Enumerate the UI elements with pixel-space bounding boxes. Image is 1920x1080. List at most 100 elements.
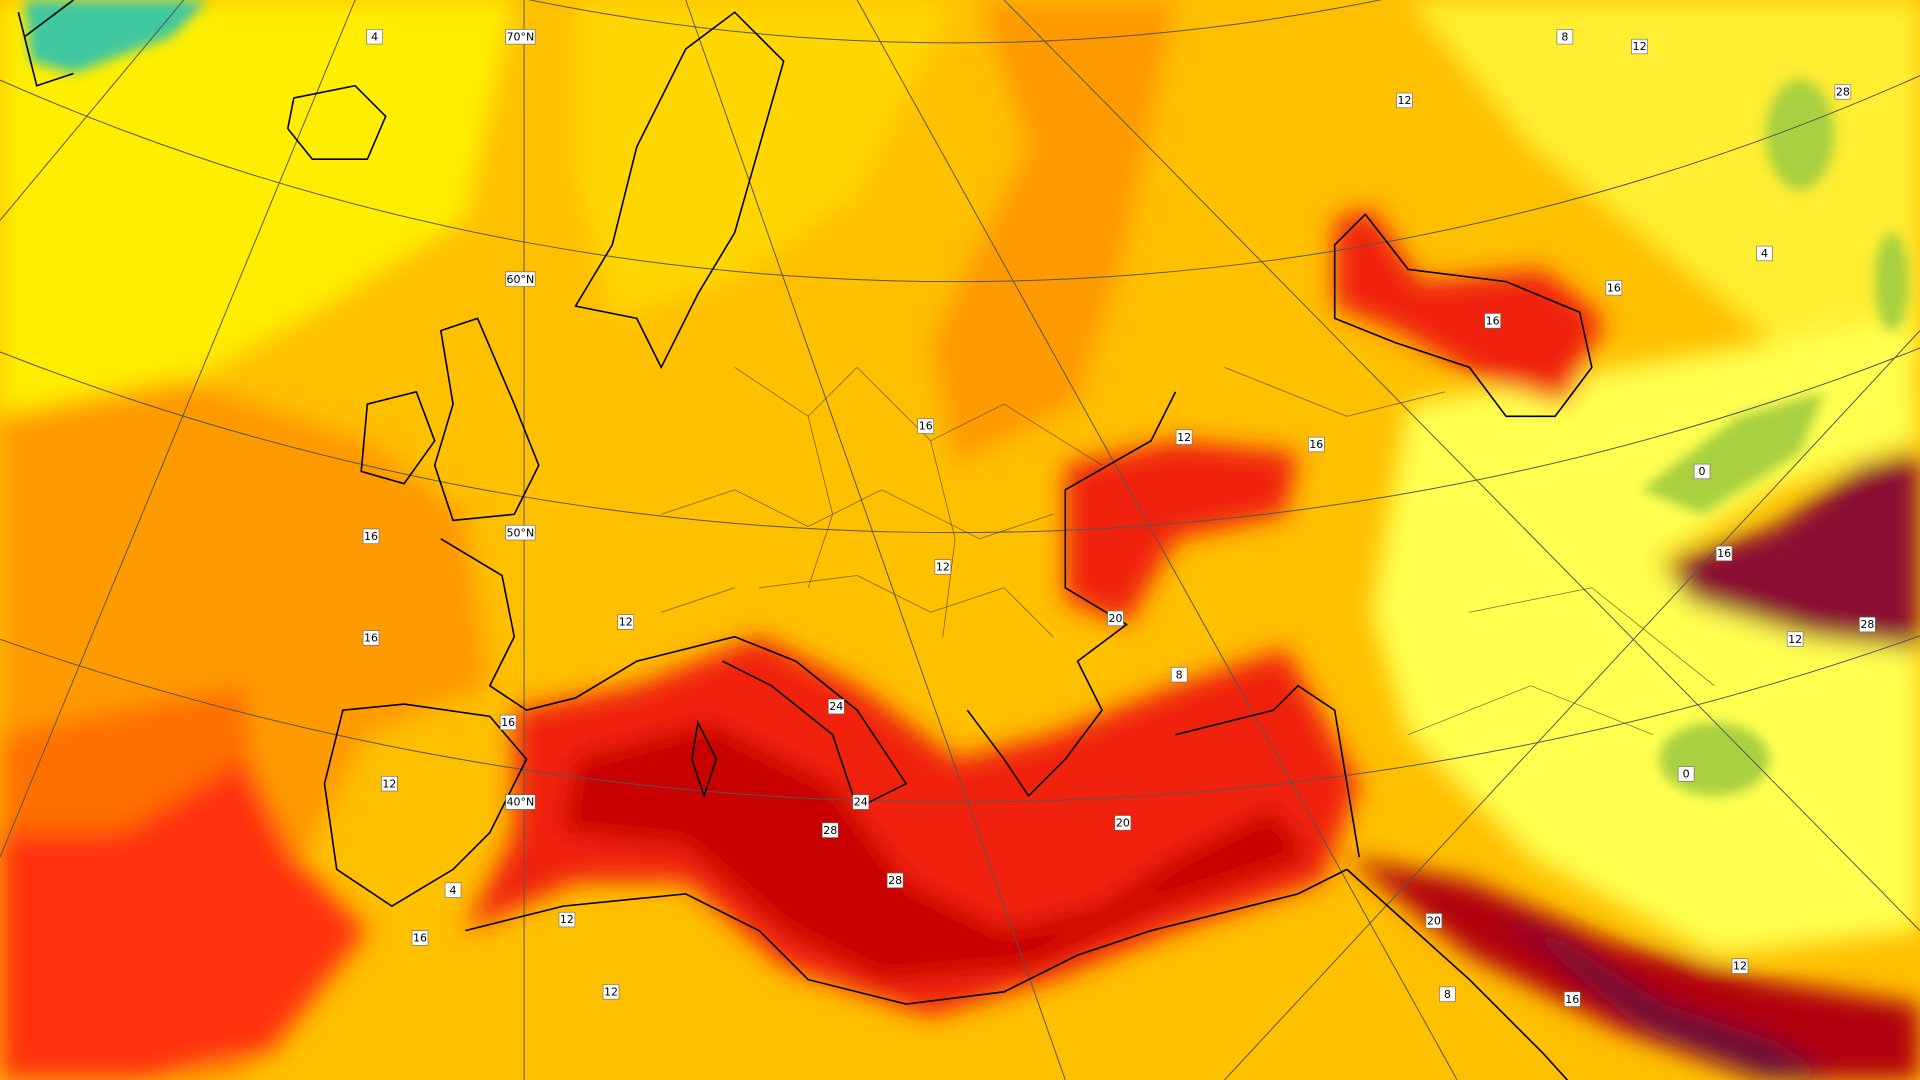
label-text: 12: [1733, 960, 1747, 973]
label-box: [1107, 610, 1124, 627]
contour-label: 16: [1563, 991, 1581, 1007]
label-text: 12: [1633, 40, 1647, 53]
label-box: [1693, 463, 1711, 480]
label-box: [1556, 29, 1574, 45]
cool-region: [24, 0, 209, 74]
label-text: 4: [1761, 247, 1768, 260]
label-box: [1563, 991, 1581, 1007]
heat-region: [1346, 857, 1920, 1080]
contour-label: 4: [366, 29, 383, 45]
iberia: [323, 703, 528, 908]
label-text: 12: [604, 985, 618, 998]
label-text: 20: [1427, 914, 1441, 927]
anatolia-coast: [1175, 684, 1360, 858]
contour-label: 12: [381, 776, 398, 792]
contour-label: 20: [1107, 610, 1124, 627]
label-text: 16: [413, 932, 427, 945]
label-text: 70°N: [507, 30, 535, 43]
contour-label: 28: [1859, 616, 1876, 633]
cool-region: [1640, 391, 1825, 515]
label-box: [821, 822, 839, 838]
contour-label: 0: [1677, 766, 1695, 782]
label-text: 0: [1683, 767, 1690, 780]
contour-label: 16: [917, 418, 934, 434]
label-text: 12: [936, 561, 950, 574]
contour-label: 24: [852, 794, 870, 810]
label-box: [1308, 436, 1325, 453]
label-box: [1859, 616, 1876, 633]
label-box: [558, 911, 576, 928]
label-text: 20: [1116, 816, 1130, 829]
contour-label: 28: [886, 872, 904, 889]
labels: 70°N 60°N 50°N 40°N 4 12 8 12 16 16 4 12 16 16 16 16 12 1…: [362, 29, 1876, 1007]
label-text: 8: [1561, 30, 1568, 43]
label-box: [362, 528, 380, 544]
scandinavia: [574, 11, 785, 370]
contour-label: 16: [1484, 313, 1501, 329]
meridian: [1224, 330, 1920, 1080]
cool-region: [1874, 232, 1909, 331]
great-britain: [433, 317, 540, 522]
label-box: [828, 698, 845, 715]
label-box: [1605, 280, 1623, 296]
cool-region: [1765, 79, 1835, 190]
label-text: 28: [888, 874, 902, 887]
label-box: [505, 271, 536, 287]
label-text: 12: [382, 777, 396, 790]
heat-region: [0, 0, 515, 417]
label-text: 28: [1836, 85, 1850, 98]
contour-label: 16: [1605, 280, 1623, 296]
heat-region: [1665, 453, 1920, 649]
label-box: [1731, 958, 1749, 974]
sardinia: [691, 719, 718, 799]
contour-label: 12: [1175, 429, 1193, 445]
label-text: 16: [1486, 314, 1500, 327]
label-box: [1756, 245, 1773, 262]
red-sea-coast: [1346, 868, 1568, 1080]
meridian: [0, 0, 356, 858]
contour-label: 28: [821, 822, 839, 838]
heat-region: [0, 759, 368, 1080]
label-text: 16: [501, 716, 515, 729]
contour-label: 20: [1425, 913, 1443, 929]
label-text: 16: [1607, 281, 1621, 294]
africa-coast: [465, 868, 1348, 1005]
heat-region: [1371, 318, 1920, 956]
contour-label: 16: [362, 630, 380, 646]
label-box: [1396, 92, 1413, 109]
balkans-coast: [966, 391, 1177, 798]
label-text: 8: [1444, 988, 1451, 1001]
label-text: 8: [1176, 668, 1183, 681]
caspian-region: [1333, 213, 1593, 418]
label-text: 16: [1717, 547, 1731, 560]
label-text: 12: [560, 913, 574, 926]
label-box: [411, 930, 429, 946]
label-box: [444, 882, 462, 898]
label-text: 16: [1565, 993, 1579, 1006]
label-box: [617, 614, 634, 630]
label-box: [362, 630, 380, 646]
contour-label: 12: [934, 559, 952, 575]
label-box: [505, 29, 536, 45]
cool-region: [1659, 722, 1770, 796]
contour-label: 4: [1756, 245, 1773, 262]
label-box: [1175, 429, 1193, 445]
ireland: [360, 390, 436, 485]
label-box: [1439, 986, 1456, 1002]
contour-label: 16: [1715, 545, 1733, 562]
contour-label: 0: [1693, 463, 1711, 480]
contour-label: 28: [1834, 84, 1852, 100]
label-text: 50°N: [507, 526, 535, 539]
contour-label: 20: [1114, 815, 1132, 831]
contour-label: 16: [411, 930, 429, 946]
label-box: [505, 794, 536, 810]
label-box: [1834, 84, 1852, 100]
label-box: [366, 29, 383, 45]
label-box: [1677, 766, 1695, 782]
label-box: [602, 984, 620, 1000]
coastlines: [17, 0, 1593, 1080]
label-box: [1425, 913, 1443, 929]
graticule-label: 40°N: [505, 794, 536, 810]
